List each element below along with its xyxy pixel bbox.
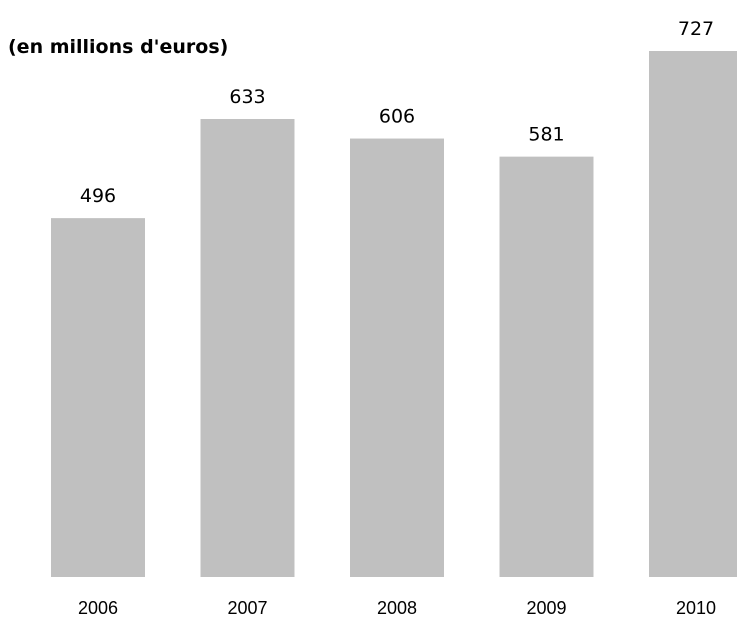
x-tick-label-2007: 2007 (227, 598, 267, 617)
bar-2008 (350, 138, 444, 577)
data-label-2006: 496 (80, 185, 116, 207)
x-tick-label-2008: 2008 (377, 598, 417, 617)
bar-2007 (200, 119, 295, 578)
bar-2009 (499, 156, 594, 578)
data-label-2010: 727 (678, 18, 714, 40)
data-label-2009: 581 (528, 124, 564, 146)
chart-title: (en millions d'euros) (8, 36, 229, 58)
x-tick-label-2010: 2010 (676, 598, 716, 617)
data-label-2007: 633 (229, 86, 265, 108)
x-tick-label-2009: 2009 (526, 598, 566, 617)
x-tick-label-2006: 2006 (78, 598, 118, 617)
bar-2010 (649, 51, 737, 577)
data-label-2008: 606 (379, 106, 415, 128)
bar-2006 (51, 218, 145, 577)
